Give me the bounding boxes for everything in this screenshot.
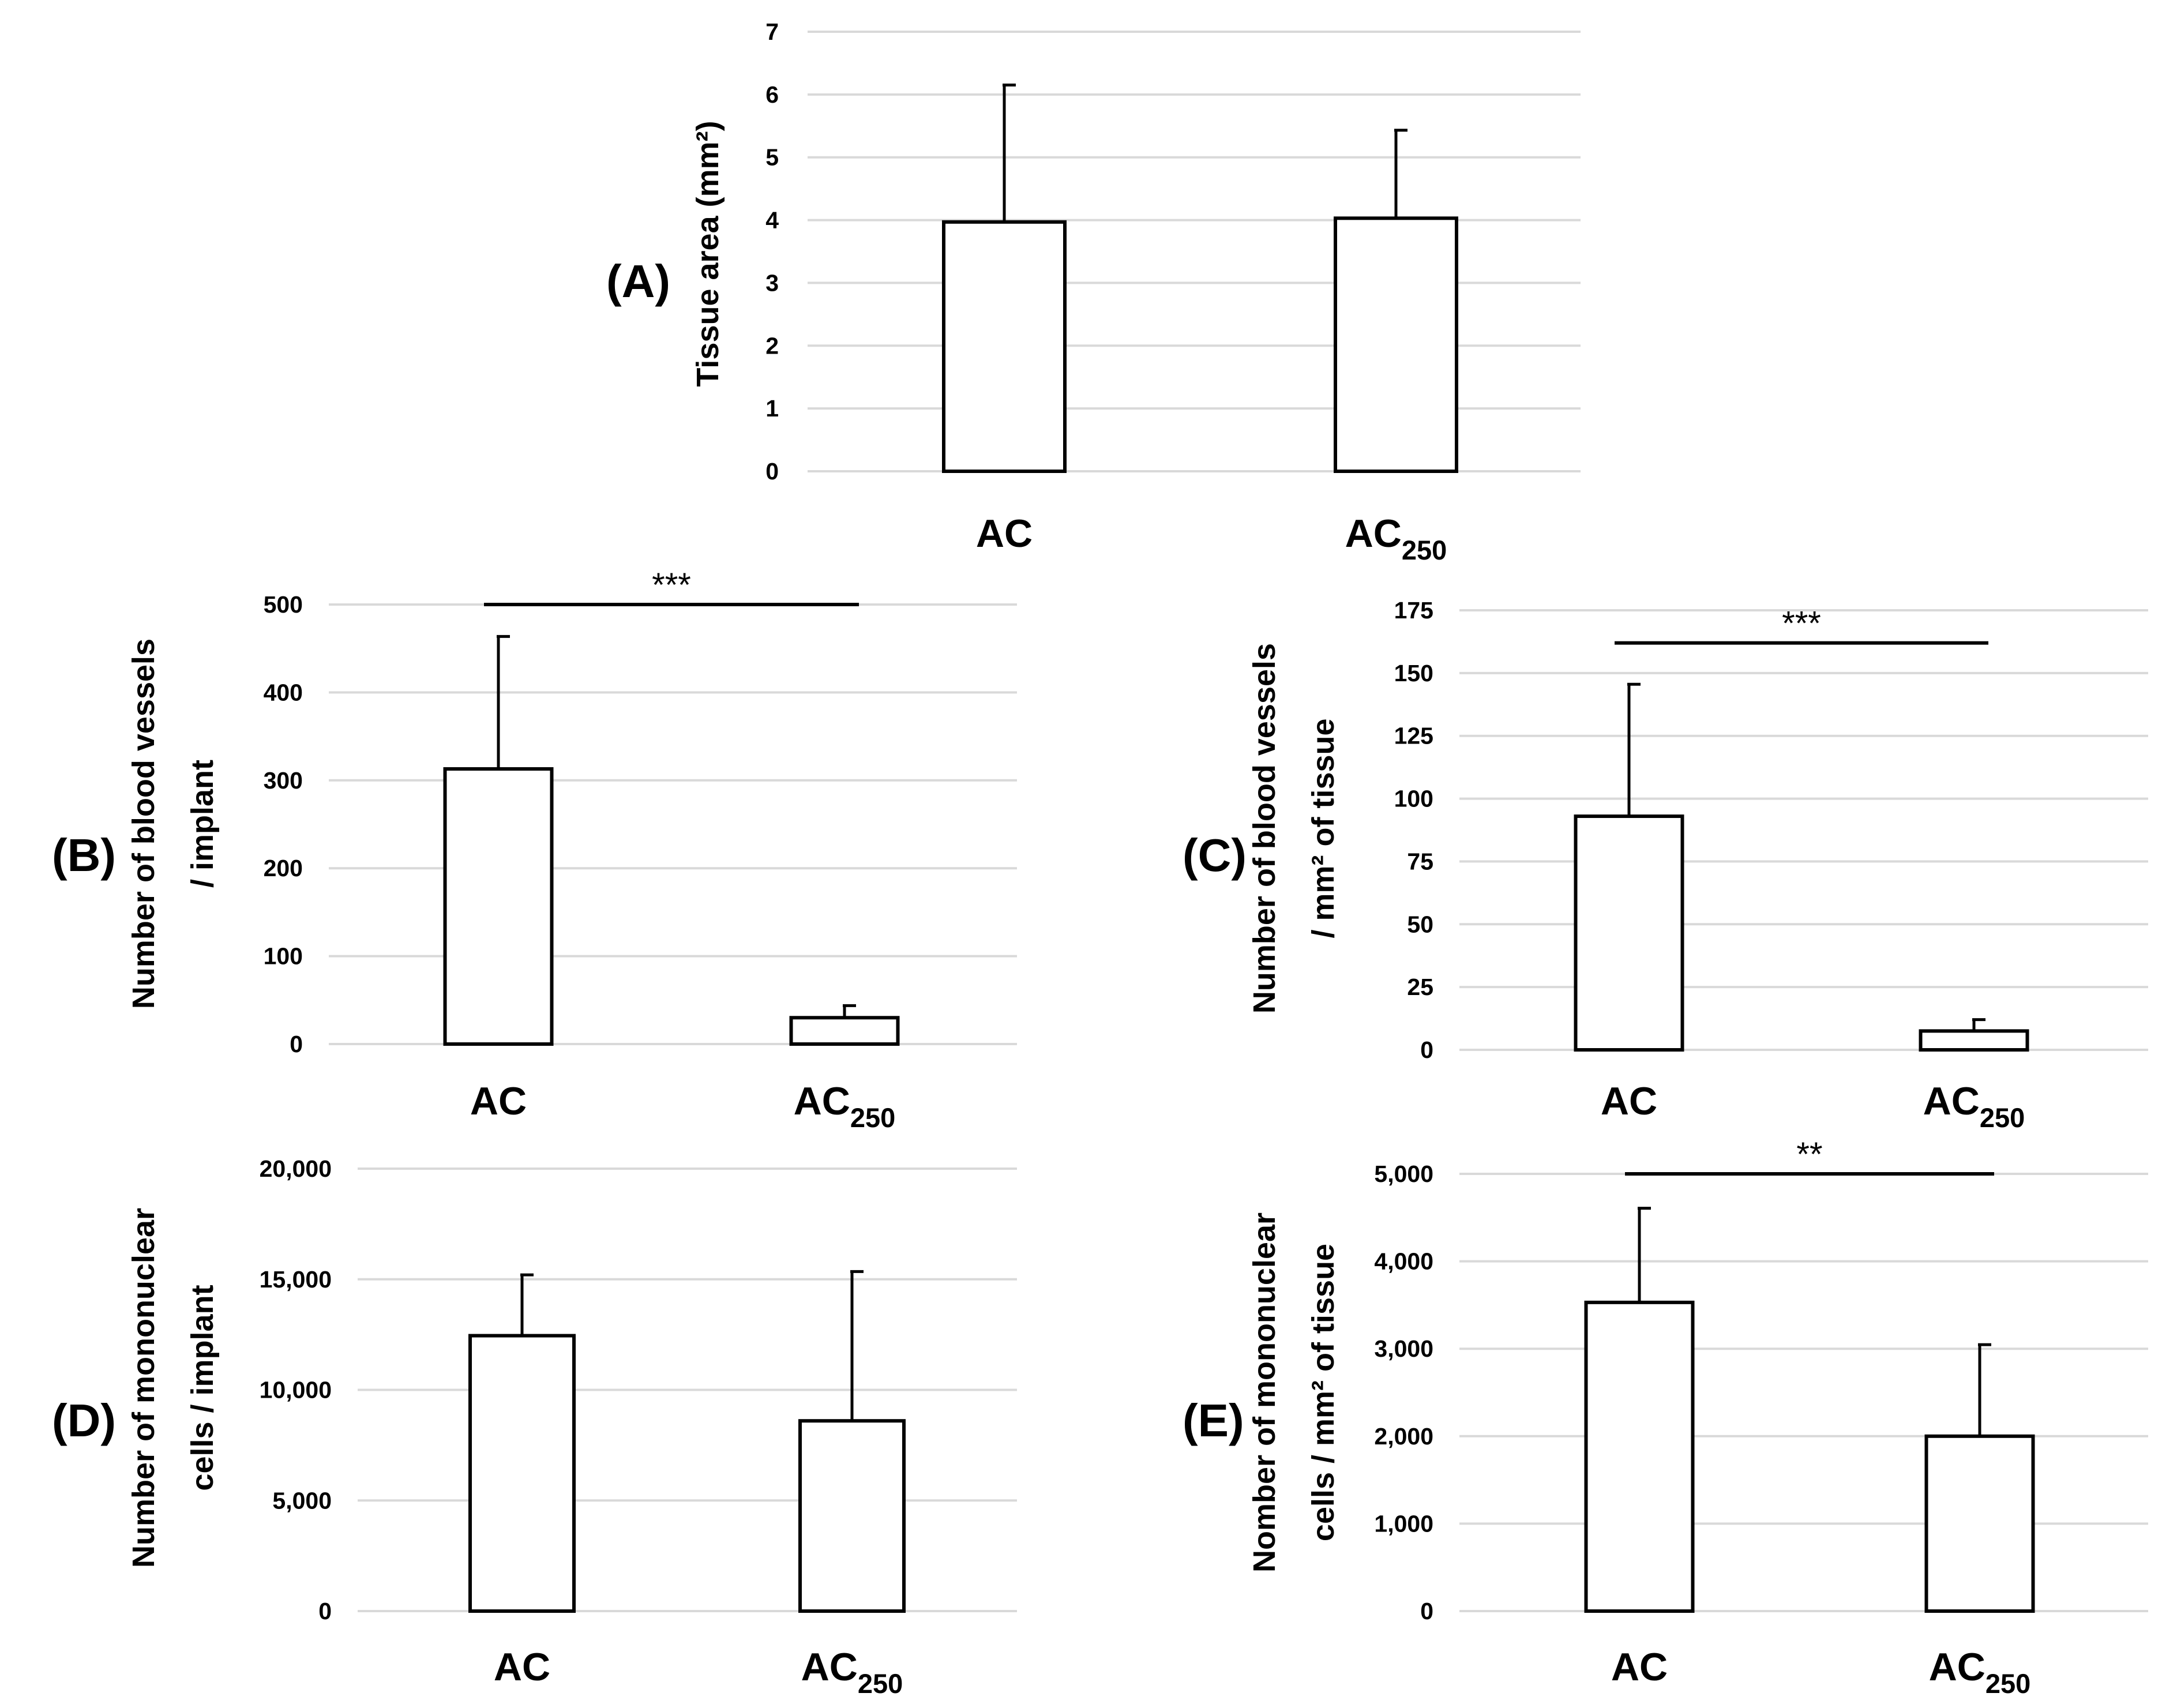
y-tick-label: 7 xyxy=(765,18,779,45)
bar xyxy=(798,1419,906,1613)
x-category-label: AC250 xyxy=(1923,1079,2025,1133)
y-tick-label: 200 xyxy=(264,855,303,881)
y-tick-label: 5,000 xyxy=(1374,1161,1433,1187)
y-tick-label: 50 xyxy=(1407,911,1433,937)
x-category-label: AC xyxy=(1611,1645,1668,1689)
y-tick-label: 4 xyxy=(765,207,779,234)
panel-label: (C) xyxy=(1183,829,1247,881)
y-tick-label: 3,000 xyxy=(1374,1335,1433,1362)
bar xyxy=(942,220,1067,473)
panel-e-chart: 0 1,000 2,000 3,000 4,000 5,000 AC AC250 ** Nombe… xyxy=(1183,1136,2148,1699)
y-tick-label: 0 xyxy=(1420,1037,1433,1063)
y-tick-label: 5 xyxy=(765,144,779,171)
panel-label: (D) xyxy=(52,1395,116,1446)
x-category-label: AC250 xyxy=(801,1645,903,1699)
y-tick-label: 175 xyxy=(1394,597,1433,624)
y-axis-label: Number of blood vessels / implant xyxy=(126,639,220,1009)
x-category-label: AC250 xyxy=(1345,512,1447,565)
y-tick-label: 400 xyxy=(264,679,303,705)
bar xyxy=(443,767,554,1046)
panel-label: (B) xyxy=(52,829,116,881)
y-tick-label: 3 xyxy=(765,269,779,296)
x-category-label: AC xyxy=(470,1079,527,1123)
x-category-label: AC xyxy=(976,512,1033,555)
y-tick-label: 15,000 xyxy=(260,1266,332,1293)
bar xyxy=(468,1334,576,1613)
y-axis-label: Number of blood vessels / mm² of tissue xyxy=(1247,643,1341,1013)
panel-a-chart: 0 1 2 3 4 5 6 7 AC AC250 Tissue area (mm²) (A) xyxy=(606,18,1581,565)
y-tick-label: 0 xyxy=(765,458,779,485)
bar xyxy=(1924,1434,2035,1613)
x-category-label: AC250 xyxy=(1929,1645,2031,1699)
panel-b-chart: 0 100 200 300 400 500 AC AC250 *** Number of bloo… xyxy=(52,566,1017,1133)
bar xyxy=(1584,1300,1695,1613)
y-tick-label: 0 xyxy=(290,1031,303,1057)
panel-c-chart: 0 25 50 75 100 125 150 175 AC AC250 *** Number of b… xyxy=(1183,597,2148,1133)
y-tick-label: 1 xyxy=(765,395,779,422)
y-axis-label: Number of mononuclear cells / implant xyxy=(126,1208,220,1568)
x-category-label: AC xyxy=(494,1645,550,1689)
y-tick-label: 0 xyxy=(1420,1598,1433,1624)
y-tick-label: 4,000 xyxy=(1374,1248,1433,1275)
bar xyxy=(1574,814,1684,1052)
panel-d-chart: 0 5,000 10,000 15,000 20,000 AC AC250 Number of… xyxy=(52,1155,1017,1699)
significance-label: *** xyxy=(652,566,691,604)
y-tick-label: 10,000 xyxy=(260,1377,332,1403)
y-tick-label: 75 xyxy=(1407,848,1433,874)
panel-label: (A) xyxy=(606,256,670,307)
significance-label: ** xyxy=(1796,1136,1822,1173)
y-axis-label: Tissue area (mm²) xyxy=(690,121,725,386)
bar xyxy=(1919,1029,2029,1052)
y-tick-label: 0 xyxy=(318,1598,332,1624)
panel-label: (E) xyxy=(1183,1395,1244,1446)
y-tick-label: 2 xyxy=(765,332,779,359)
y-axis-label: Nomber of mononuclear cells / mm² of tiss… xyxy=(1247,1213,1341,1572)
x-category-label: AC250 xyxy=(794,1079,896,1133)
y-tick-label: 125 xyxy=(1394,723,1433,749)
y-tick-label: 2,000 xyxy=(1374,1423,1433,1450)
y-tick-label: 25 xyxy=(1407,974,1433,1000)
y-tick-label: 500 xyxy=(264,591,303,618)
y-tick-label: 5,000 xyxy=(272,1487,332,1514)
y-tick-label: 150 xyxy=(1394,660,1433,686)
y-tick-label: 300 xyxy=(264,767,303,794)
y-tick-label: 20,000 xyxy=(260,1155,332,1182)
x-category-label: AC xyxy=(1601,1079,1657,1123)
y-tick-label: 100 xyxy=(1394,786,1433,812)
y-tick-label: 100 xyxy=(264,943,303,970)
y-tick-label: 1,000 xyxy=(1374,1510,1433,1537)
bar xyxy=(1334,216,1458,473)
bar xyxy=(789,1016,900,1046)
y-tick-label: 6 xyxy=(765,81,779,108)
significance-label: *** xyxy=(1782,605,1821,643)
